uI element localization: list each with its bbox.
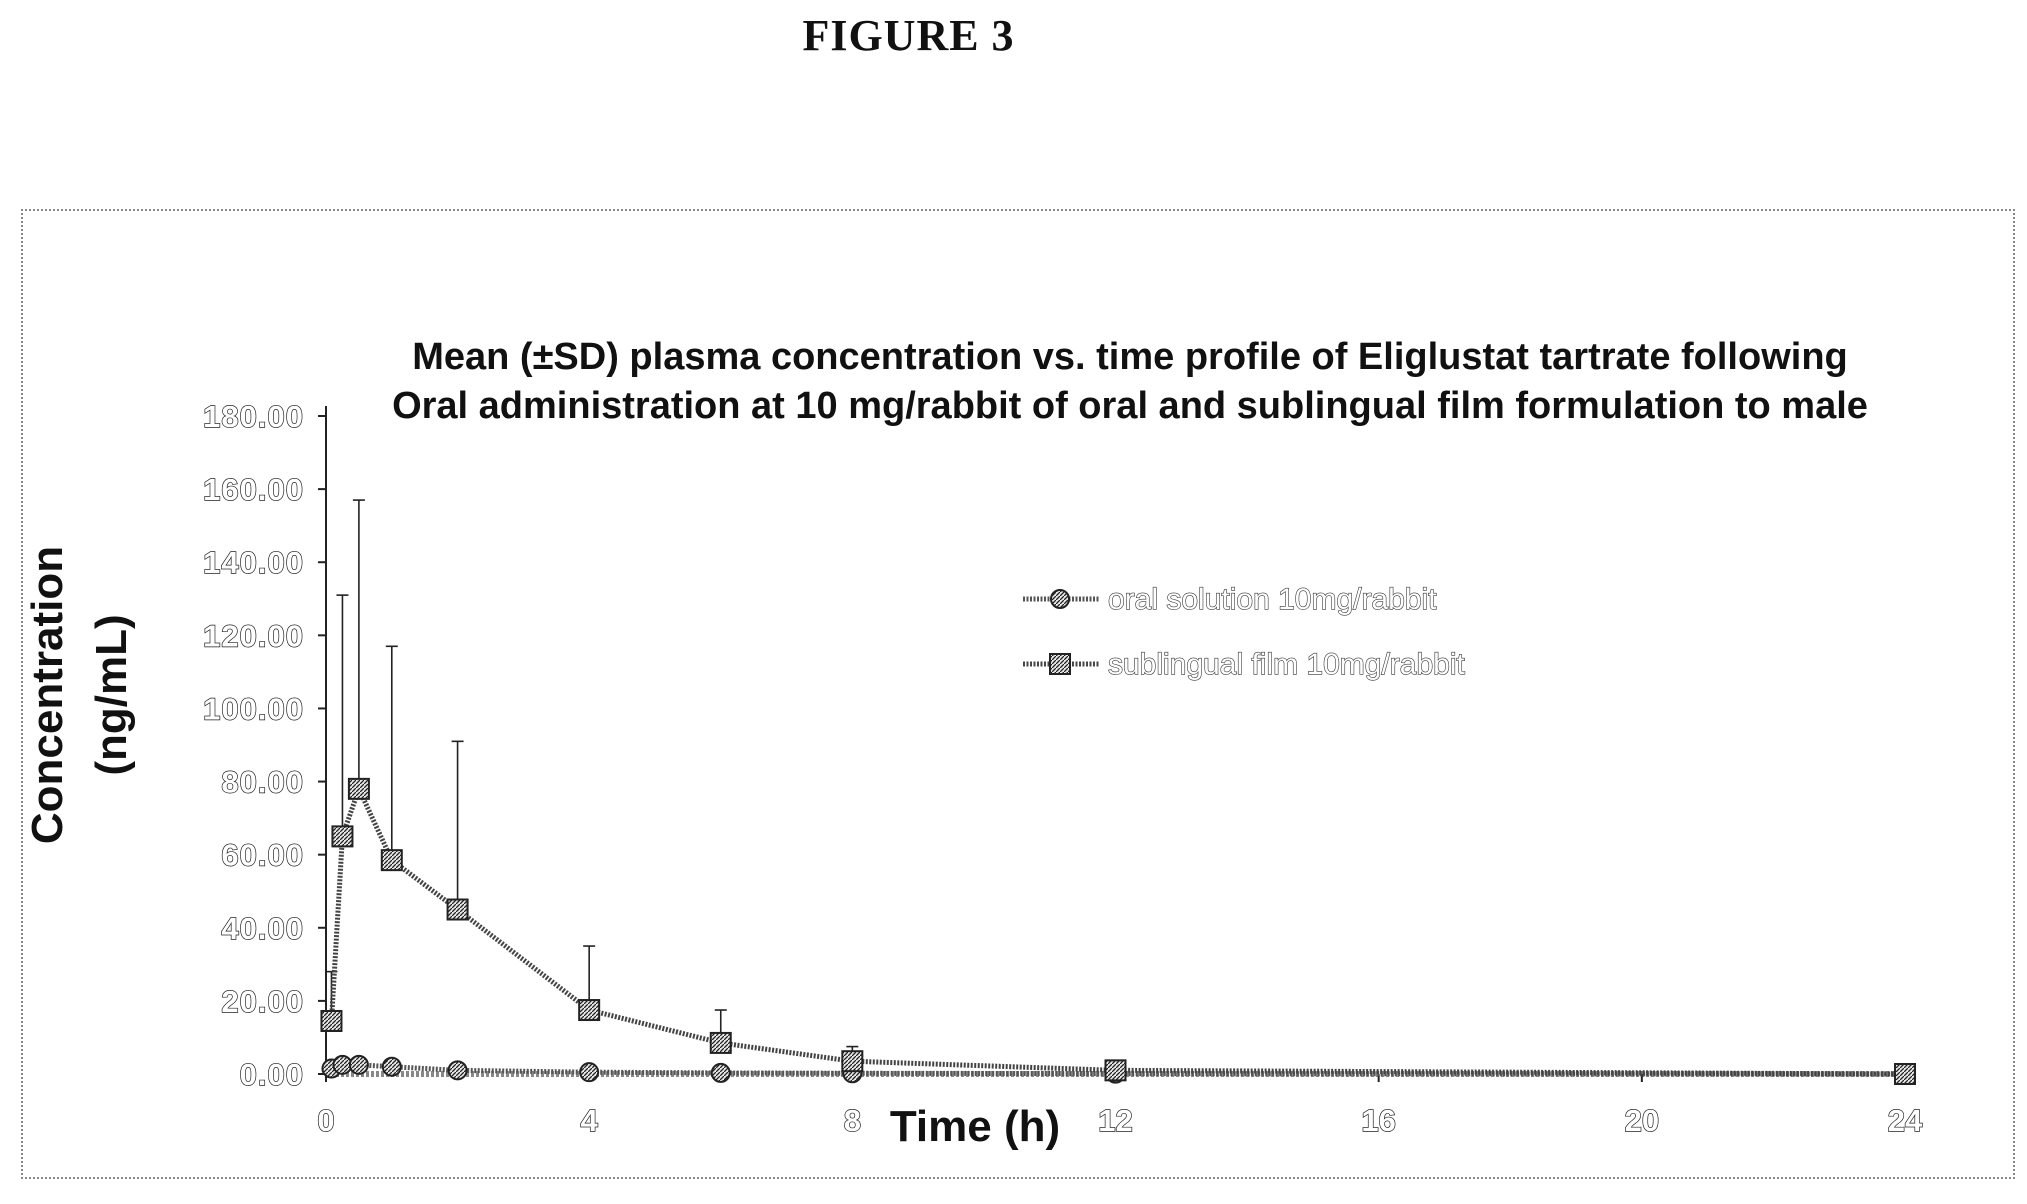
y-tick-label: 0.00 bbox=[240, 1057, 304, 1092]
legend-label: oral solution 10mg/rabbit bbox=[1108, 583, 1437, 616]
data-point bbox=[841, 1050, 864, 1073]
data-point bbox=[347, 777, 370, 800]
y-axis-label: Concentration (ng/mL) bbox=[23, 546, 136, 844]
data-point bbox=[579, 1062, 600, 1083]
x-axis-label: Time (h) bbox=[890, 1102, 1060, 1151]
data-point bbox=[709, 1031, 732, 1054]
y-tick-label: 40.00 bbox=[221, 911, 304, 946]
series-line bbox=[328, 782, 1906, 1077]
chart-title-line-2: Oral administration at 10 mg/rabbit of o… bbox=[392, 385, 1868, 427]
data-point bbox=[348, 1054, 369, 1075]
x-tick-label: 0 bbox=[317, 1103, 334, 1138]
series-line bbox=[330, 1062, 1906, 1077]
legend-swatch-marker bbox=[1049, 653, 1071, 675]
y-tick-label: 100.00 bbox=[203, 691, 304, 726]
data-point bbox=[381, 1056, 402, 1077]
series-2 bbox=[320, 499, 1916, 1085]
y-tick-label: 120.00 bbox=[203, 618, 304, 653]
y-tick-label: 20.00 bbox=[221, 984, 304, 1019]
y-axis-label-line-1: Concentration bbox=[23, 546, 72, 844]
data-point bbox=[380, 849, 403, 872]
x-tick-label: 16 bbox=[1361, 1103, 1395, 1138]
y-axis-label-line-2: (ng/mL) bbox=[87, 614, 136, 775]
data-point bbox=[578, 999, 601, 1022]
y-tick-label: 160.00 bbox=[203, 472, 304, 507]
y-tick-label: 80.00 bbox=[221, 765, 304, 800]
data-point bbox=[331, 825, 354, 848]
data-point bbox=[320, 1009, 343, 1032]
legend-label: sublingual film 10mg/rabbit bbox=[1108, 648, 1466, 681]
legend-swatch-marker bbox=[1050, 589, 1070, 609]
legend: oral solution 10mg/rabbit sublingual film… bbox=[1023, 582, 1466, 682]
y-tick-label: 60.00 bbox=[221, 838, 304, 873]
chart-frame bbox=[21, 209, 2015, 1179]
plot-area: 0.00 20.00 40.00 60.00 80.00 100.00 120.00 140.… bbox=[202, 398, 1923, 1138]
y-tick-label: 140.00 bbox=[203, 545, 304, 580]
data-point bbox=[332, 1054, 353, 1075]
x-tick-label: 12 bbox=[1098, 1103, 1132, 1138]
x-tick-label: 8 bbox=[844, 1103, 861, 1138]
x-tick-label: 24 bbox=[1888, 1103, 1923, 1138]
data-point bbox=[710, 1062, 731, 1083]
y-tick-label: 180.00 bbox=[203, 399, 304, 434]
x-tick-label: 20 bbox=[1625, 1103, 1659, 1138]
data-point bbox=[1104, 1059, 1127, 1082]
chart-title-line-1: Mean (±SD) plasma concentration vs. time… bbox=[412, 336, 1848, 378]
data-point bbox=[1894, 1063, 1916, 1085]
figure-label: FIGURE 3 bbox=[802, 11, 1015, 60]
data-point bbox=[447, 1060, 468, 1081]
x-tick-label: 4 bbox=[581, 1103, 599, 1138]
data-point bbox=[446, 898, 469, 921]
